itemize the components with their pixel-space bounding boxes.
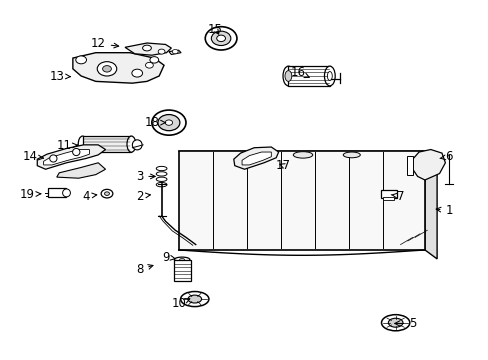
Ellipse shape	[211, 31, 230, 45]
Ellipse shape	[174, 257, 189, 262]
Ellipse shape	[142, 45, 151, 51]
Text: 2: 2	[136, 190, 150, 203]
Text: 6: 6	[439, 150, 452, 163]
Text: 5: 5	[394, 317, 416, 330]
Ellipse shape	[50, 155, 57, 162]
Text: 1: 1	[435, 204, 452, 217]
Bar	[406, 156, 412, 175]
Ellipse shape	[156, 183, 166, 187]
Ellipse shape	[156, 177, 166, 181]
Ellipse shape	[387, 318, 402, 327]
Ellipse shape	[76, 56, 86, 64]
Ellipse shape	[172, 49, 178, 54]
Bar	[173, 260, 191, 281]
Ellipse shape	[324, 66, 334, 86]
Ellipse shape	[62, 189, 70, 197]
Text: 17: 17	[275, 159, 290, 172]
Polygon shape	[424, 151, 436, 259]
Text: 19: 19	[20, 188, 41, 201]
Ellipse shape	[285, 71, 291, 81]
Text: 15: 15	[207, 23, 222, 36]
Ellipse shape	[165, 120, 172, 125]
Polygon shape	[43, 149, 89, 165]
Polygon shape	[412, 149, 445, 180]
Ellipse shape	[327, 72, 331, 81]
Text: 14: 14	[22, 150, 43, 163]
Text: 18: 18	[144, 116, 165, 129]
Text: 12: 12	[91, 37, 119, 50]
Ellipse shape	[179, 258, 184, 261]
Text: 8: 8	[136, 263, 153, 276]
Ellipse shape	[104, 192, 109, 195]
Polygon shape	[73, 53, 163, 83]
Bar	[48, 188, 65, 197]
Text: 13: 13	[49, 69, 70, 82]
Ellipse shape	[150, 57, 158, 63]
Ellipse shape	[145, 62, 153, 68]
Polygon shape	[233, 147, 278, 169]
Ellipse shape	[78, 136, 87, 152]
Ellipse shape	[158, 114, 180, 131]
Text: 3: 3	[136, 170, 155, 183]
Bar	[82, 136, 131, 152]
Text: 16: 16	[290, 66, 308, 79]
Polygon shape	[168, 50, 181, 54]
Polygon shape	[178, 151, 436, 160]
Polygon shape	[37, 145, 105, 169]
Bar	[288, 66, 329, 86]
Ellipse shape	[381, 315, 409, 331]
Text: 10: 10	[171, 297, 189, 310]
Ellipse shape	[343, 152, 360, 158]
Polygon shape	[125, 43, 171, 55]
Ellipse shape	[180, 292, 208, 307]
Ellipse shape	[101, 189, 113, 198]
Ellipse shape	[102, 66, 111, 72]
Ellipse shape	[73, 148, 80, 156]
Polygon shape	[242, 152, 271, 165]
Ellipse shape	[156, 166, 166, 171]
Text: 7: 7	[390, 190, 404, 203]
Polygon shape	[178, 151, 424, 250]
Ellipse shape	[216, 35, 225, 41]
Text: 9: 9	[163, 251, 175, 264]
Ellipse shape	[152, 110, 185, 135]
Ellipse shape	[205, 27, 237, 50]
Ellipse shape	[127, 136, 136, 152]
Ellipse shape	[132, 69, 142, 77]
Ellipse shape	[132, 140, 142, 150]
Text: 11: 11	[57, 139, 77, 152]
Text: 4: 4	[82, 190, 97, 203]
Ellipse shape	[158, 49, 164, 54]
Ellipse shape	[244, 152, 264, 158]
Ellipse shape	[156, 172, 166, 176]
Ellipse shape	[97, 62, 117, 76]
Polygon shape	[57, 163, 105, 178]
Bar	[380, 190, 396, 198]
Ellipse shape	[293, 152, 312, 158]
Ellipse shape	[283, 66, 293, 86]
Ellipse shape	[187, 295, 201, 303]
Bar	[383, 197, 393, 200]
